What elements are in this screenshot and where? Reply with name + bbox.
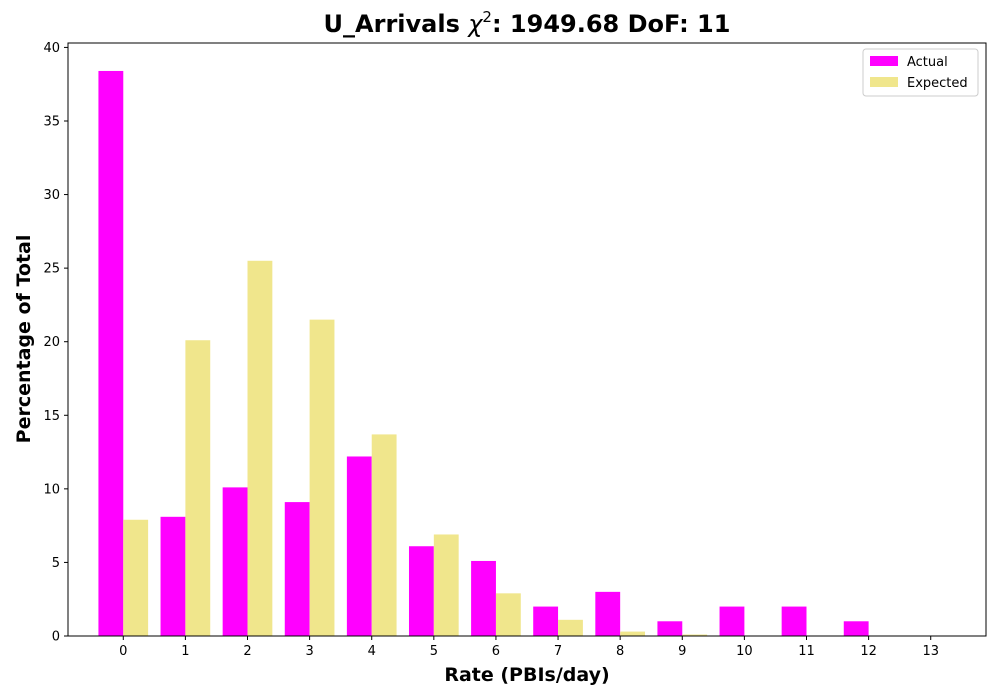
bar-expected-3 — [310, 320, 335, 636]
bar-expected-8 — [620, 632, 645, 636]
x-tick-label: 4 — [368, 644, 376, 659]
legend-label-actual: Actual — [907, 55, 948, 70]
bar-actual-0 — [98, 71, 123, 636]
x-tick-label: 10 — [736, 644, 753, 659]
x-axis-label: Rate (PBIs/day) — [444, 664, 609, 686]
legend-swatch-actual — [870, 56, 898, 66]
x-tick-label: 2 — [243, 644, 251, 659]
bar-actual-4 — [347, 456, 372, 636]
bar-actual-8 — [595, 592, 620, 636]
bar-actual-11 — [782, 607, 807, 636]
bar-expected-6 — [496, 593, 521, 636]
x-tick-label: 13 — [922, 644, 939, 659]
x-tick-label: 9 — [678, 644, 686, 659]
bar-expected-5 — [434, 534, 459, 636]
y-tick-label: 35 — [43, 114, 60, 129]
bar-actual-9 — [657, 621, 682, 636]
bar-actual-3 — [285, 502, 310, 636]
y-tick-label: 40 — [43, 41, 60, 56]
x-tick-label: 3 — [305, 644, 313, 659]
bar-expected-2 — [248, 261, 273, 636]
y-tick-label: 20 — [43, 335, 60, 350]
bar-actual-5 — [409, 546, 434, 636]
y-tick-label: 0 — [52, 630, 60, 645]
legend-label-expected: Expected — [907, 76, 968, 91]
bar-actual-6 — [471, 561, 496, 636]
bar-expected-7 — [558, 620, 583, 636]
x-tick-label: 6 — [492, 644, 500, 659]
x-tick-label: 1 — [181, 644, 189, 659]
x-tick-label: 5 — [430, 644, 438, 659]
bar-actual-12 — [844, 621, 869, 636]
bar-actual-7 — [533, 607, 558, 636]
y-tick-label: 25 — [43, 262, 60, 277]
x-tick-label: 7 — [554, 644, 562, 659]
y-tick-label: 10 — [43, 482, 60, 497]
bar-expected-4 — [372, 434, 397, 636]
x-tick-label: 12 — [860, 644, 877, 659]
bar-actual-1 — [161, 517, 186, 636]
y-axis-label: Percentage of Total — [13, 235, 35, 444]
bar-expected-1 — [185, 340, 210, 636]
chart-title: U_Arrivals χ2: 1949.68 DoF: 11 — [324, 8, 731, 38]
bar-expected-0 — [123, 520, 148, 636]
x-tick-label: 8 — [616, 644, 624, 659]
x-tick-label: 11 — [798, 644, 815, 659]
x-tick-label: 0 — [119, 644, 127, 659]
bar-actual-10 — [720, 607, 745, 636]
y-tick-label: 30 — [43, 188, 60, 203]
y-tick-label: 5 — [52, 556, 60, 571]
bar-actual-2 — [223, 487, 248, 636]
plot-area: 0 1 2 3 4 5 6 7 8 9 10 11 12 130510152025303540Actual… — [43, 41, 986, 659]
y-tick-label: 15 — [43, 409, 60, 424]
legend-swatch-expected — [870, 77, 898, 87]
